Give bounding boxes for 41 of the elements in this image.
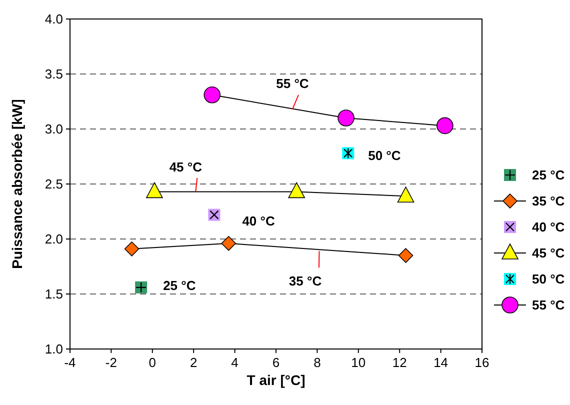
x-tick-label: 8 [314, 355, 321, 370]
legend-label: 35 °C [532, 194, 566, 209]
point [221, 236, 236, 251]
legend-label: 40 °C [532, 220, 566, 235]
point [398, 248, 414, 263]
y-tick-label: 2.0 [44, 232, 63, 247]
point [204, 86, 221, 104]
x-axis-title: T air [°C] [246, 372, 306, 388]
point [397, 186, 414, 202]
x-tick-label: 2 [190, 355, 198, 370]
x-tick-label: 0 [148, 355, 156, 370]
y-axis-title: Puissance absorbée [kW] [9, 99, 25, 269]
x-tick-label: -2 [105, 355, 117, 370]
y-tick-label: 4.0 [44, 12, 63, 27]
annotation: 45 °C [169, 159, 203, 174]
y-tick-label: 1.0 [44, 342, 63, 357]
x-tick-label: 4 [231, 355, 238, 370]
y-tick-label: 3.5 [44, 66, 63, 82]
point [288, 182, 305, 198]
annotation: 25 °C [163, 278, 196, 293]
annotation: 40 °C [242, 213, 276, 228]
point [436, 117, 454, 134]
y-tick-label: 3.0 [44, 122, 63, 137]
point [124, 242, 140, 256]
legend-label: 45 °C [532, 246, 566, 261]
point [146, 182, 163, 198]
x-tick-label: 16 [474, 355, 490, 370]
legend-label: 25 °C [532, 168, 566, 183]
y-tick-label: 1.5 [44, 286, 63, 302]
y-tick-label: 2.5 [44, 176, 63, 192]
legend-label: 50 °C [532, 272, 566, 287]
annotation: 50 °C [368, 148, 402, 163]
annotation: 35 °C [288, 274, 322, 289]
legend-label: 55 °C [532, 298, 566, 313]
point [338, 110, 354, 126]
x-tick-label: 6 [272, 355, 280, 370]
x-tick-label: 10 [351, 355, 366, 370]
x-tick-label: 12 [392, 355, 407, 370]
annotation: 55 °C [276, 76, 310, 91]
x-tick-label: -4 [64, 355, 76, 370]
x-tick-label: 14 [434, 355, 448, 370]
